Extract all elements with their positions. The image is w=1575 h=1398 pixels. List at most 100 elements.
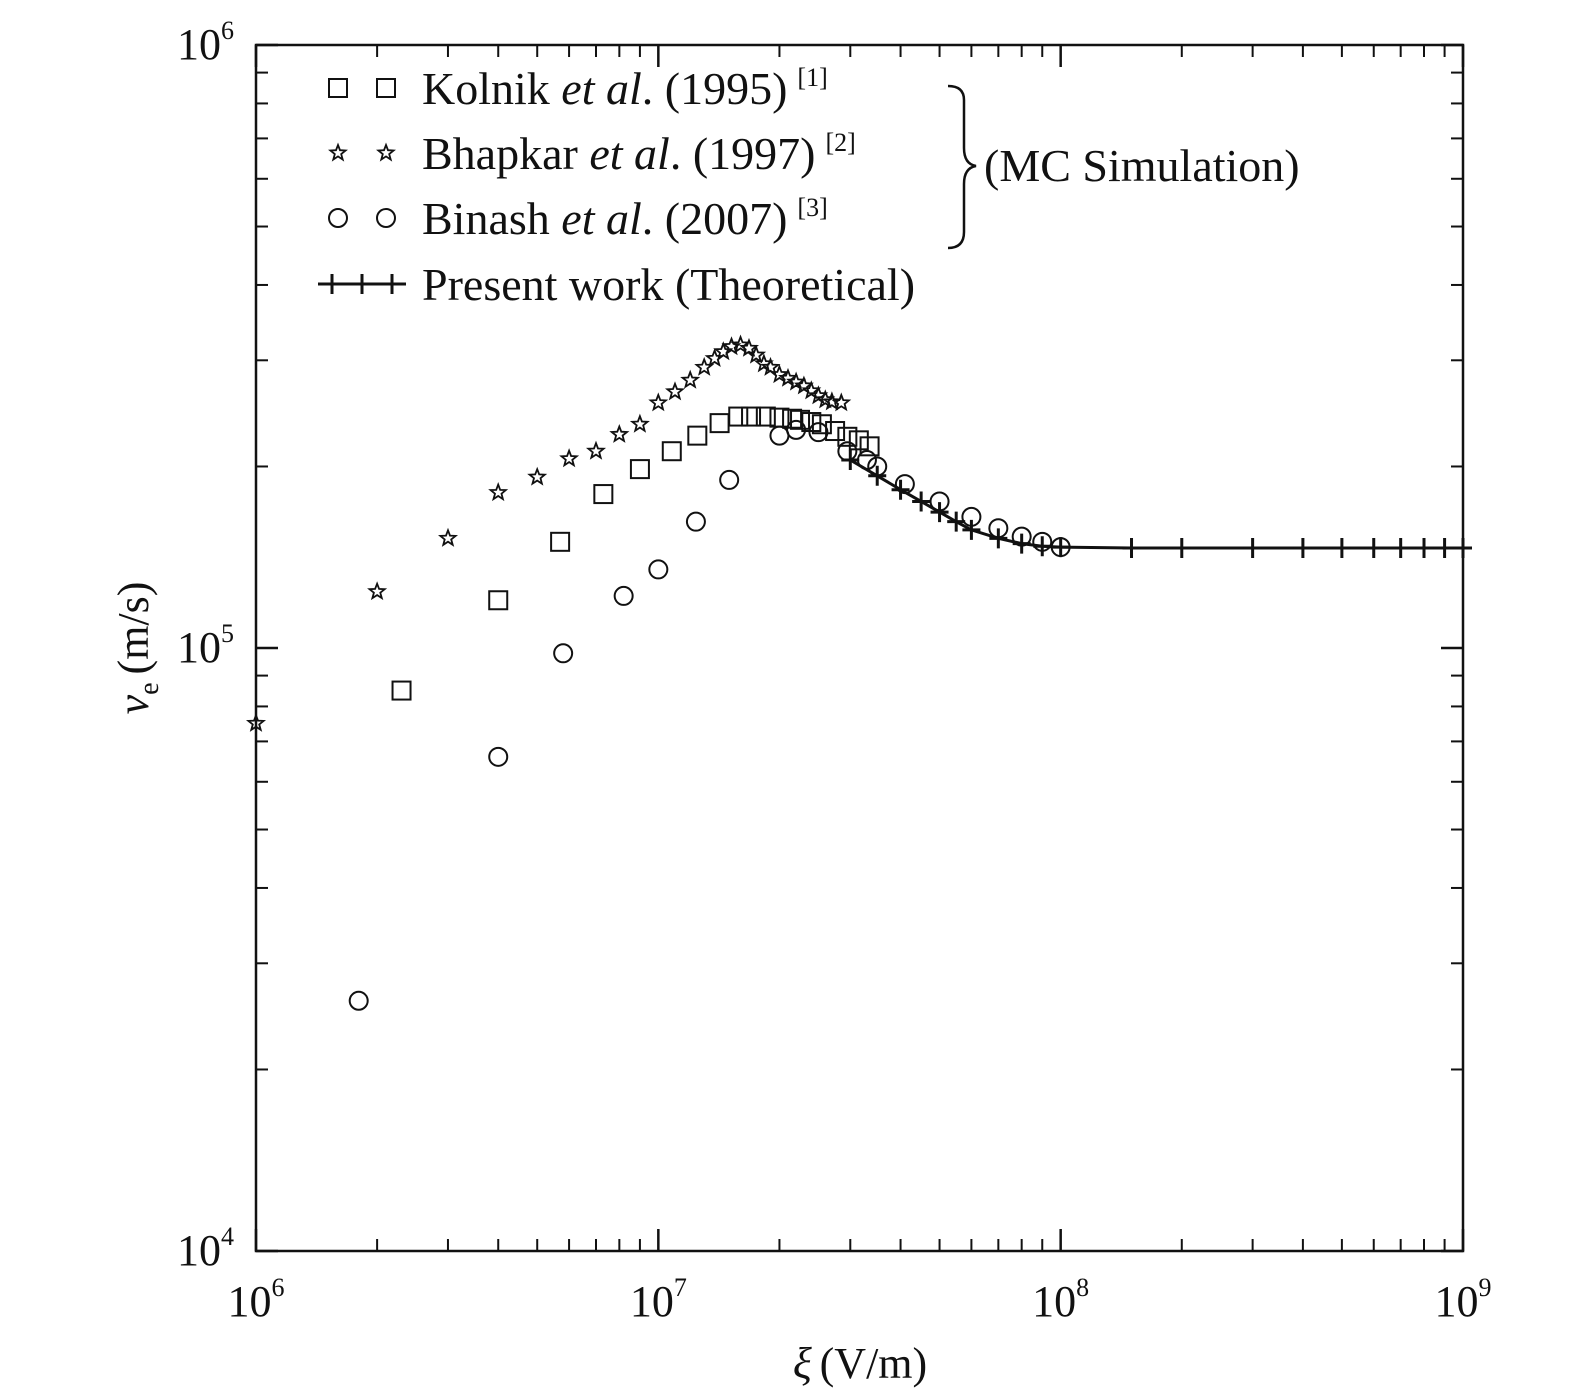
x-axis-unit: (V/m) — [820, 1339, 928, 1388]
data-point-present — [1364, 538, 1383, 558]
legend-label-ref: [3] — [797, 193, 827, 222]
legend-label-ref: [2] — [825, 128, 855, 157]
data-point-kolnik — [837, 426, 858, 447]
legend-item-kolnik: Kolnik et al. (1995) [1] — [328, 63, 828, 114]
data-point-bhapkar — [786, 371, 807, 391]
data-point-kolnik — [801, 412, 822, 433]
data-point-present — [1051, 537, 1070, 558]
legend-label-name: Kolnik — [422, 63, 561, 114]
legend-marker-binash — [328, 208, 348, 228]
legend-label-etal: et al — [561, 193, 641, 244]
legend-label-bhapkar: Bhapkar et al. (1997) [2] — [422, 128, 856, 179]
y-tick-exp: 4 — [221, 1222, 234, 1251]
data-point-kolnik — [391, 680, 412, 701]
y-tick-base: 10 — [177, 1226, 221, 1275]
legend-item-bhapkar: Bhapkar et al. (1997) [2] — [328, 128, 856, 179]
data-point-binash — [553, 643, 574, 664]
x-tick-label: 107 — [630, 1273, 687, 1326]
data-point-binash — [648, 559, 669, 580]
data-point-present — [1293, 538, 1312, 558]
data-point-present — [868, 465, 887, 486]
data-point-kolnik — [661, 441, 682, 462]
data-point-binash — [808, 422, 829, 443]
data-point-bhapkar — [769, 364, 790, 384]
data-point-bhapkar — [527, 466, 548, 486]
legend-label-name: Binash — [422, 193, 561, 244]
minor-ticks — [256, 45, 1463, 1251]
legend-label-name: Bhapkar — [422, 128, 589, 179]
data-point-binash — [786, 419, 807, 440]
data-point-bhapkar — [713, 341, 734, 361]
data-point-present — [947, 511, 966, 532]
x-tick-label: 109 — [1435, 1273, 1492, 1326]
legend-label-year: . (1997) — [670, 128, 816, 179]
data-point-bhapkar — [778, 367, 799, 387]
y-axis-subscript: e — [134, 682, 165, 694]
y-axis-symbol: v — [109, 694, 158, 714]
series-present — [841, 450, 1472, 558]
legend-label-binash: Binash et al. (2007) [3] — [422, 193, 828, 244]
data-point-kolnik — [709, 413, 730, 434]
x-tick-label: 106 — [228, 1273, 285, 1326]
legend-marker-kolnik — [376, 78, 396, 98]
y-axis-unit: (m/s) — [109, 582, 158, 675]
legend-label-year: . (1995) — [642, 63, 788, 114]
data-point-kolnik — [488, 590, 509, 611]
legend-brace — [947, 84, 977, 250]
legend-label-ref: [1] — [797, 63, 827, 92]
legend-label-year: . (2007) — [642, 193, 788, 244]
data-point-bhapkar — [438, 527, 459, 547]
data-point-present — [1435, 538, 1454, 558]
y-tick-label: 104 — [177, 1222, 234, 1275]
legend: Kolnik et al. (1995) [1]Bhapkar et al. (1… — [318, 63, 1300, 310]
legend-label-name: Present work (Theoretical) — [422, 259, 915, 310]
data-point-present — [1391, 538, 1410, 558]
data-point-kolnik — [550, 531, 571, 552]
y-tick-exp: 5 — [221, 619, 234, 648]
data-point-bhapkar — [760, 356, 781, 376]
x-axis-symbol: ξ — [793, 1339, 812, 1388]
data-point-bhapkar — [488, 482, 509, 502]
data-point-bhapkar — [648, 392, 669, 412]
legend-label-etal: et al — [589, 128, 669, 179]
data-point-binash — [613, 585, 634, 606]
data-point-present — [1332, 538, 1351, 558]
series-kolnik — [391, 406, 880, 701]
data-point-kolnik — [629, 459, 650, 480]
x-tick-base: 10 — [1435, 1277, 1479, 1326]
legend-group-label: (MC Simulation) — [984, 140, 1300, 191]
data-point-bhapkar — [664, 381, 686, 401]
x-tick-base: 10 — [1032, 1277, 1076, 1326]
data-point-present — [891, 479, 910, 500]
data-point-bhapkar — [746, 344, 767, 364]
data-point-binash — [685, 511, 706, 532]
data-point-kolnik — [687, 425, 708, 446]
series-binash — [348, 419, 1071, 1011]
legend-label-present: Present work (Theoretical) — [422, 259, 915, 310]
legend-marker-binash — [376, 208, 396, 228]
data-point-present — [1415, 538, 1434, 558]
legend-item-present: Present work (Theoretical) — [318, 259, 915, 310]
x-axis-title: ξ (V/m) — [793, 1339, 927, 1388]
series-line-present — [849, 458, 1463, 550]
data-point-present — [1172, 538, 1191, 558]
x-tick-exp: 8 — [1076, 1273, 1089, 1302]
data-point-present — [1122, 538, 1141, 558]
data-point-kolnik — [848, 430, 869, 451]
data-point-present — [1243, 538, 1262, 558]
data-point-bhapkar — [831, 392, 852, 412]
x-tick-exp: 7 — [674, 1273, 687, 1302]
x-tick-exp: 6 — [272, 1273, 285, 1302]
data-point-present — [989, 528, 1008, 549]
series-bhapkar — [245, 334, 852, 732]
data-point-bhapkar — [680, 369, 701, 389]
data-point-binash — [769, 425, 790, 446]
data-point-kolnik — [859, 436, 880, 457]
data-point-present — [912, 491, 931, 512]
x-tick-base: 10 — [228, 1277, 272, 1326]
data-point-bhapkar — [694, 356, 715, 376]
data-point-binash — [348, 990, 369, 1011]
data-point-kolnik — [825, 421, 846, 442]
